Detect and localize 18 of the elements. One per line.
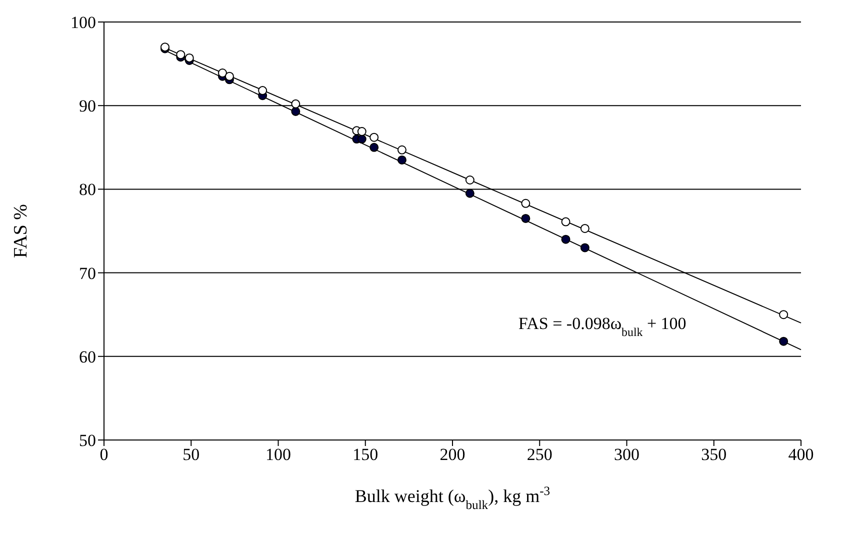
x-tick-label: 400 (788, 445, 814, 464)
y-tick-label: 60 (79, 347, 96, 366)
x-axis-title: Bulk weight (ω$_{bulk}$), kg m$^{-3}$ (354, 484, 550, 512)
y-tick-label: 80 (79, 180, 96, 200)
x-tick-label: 250 (526, 445, 552, 464)
y-tick-label: 50 (79, 431, 96, 450)
x-tick-label: 200 (440, 445, 466, 464)
x-tick-label: 350 (701, 445, 727, 464)
annotation: FAS = -0.098ω$_{bulk}$ + 100 (518, 314, 686, 339)
y-tick-label: 100 (70, 13, 96, 32)
y-tick-label: 70 (79, 264, 96, 283)
x-tick-label: 50 (182, 445, 200, 464)
x-tick-label: 150 (352, 445, 378, 464)
x-tick-label: 0 (100, 445, 108, 464)
y-axis-title: FAS % (10, 204, 32, 258)
x-tick-label: 100 (266, 445, 291, 464)
y-tick-label: 90 (79, 96, 96, 116)
x-tick-label: 300 (614, 445, 640, 464)
